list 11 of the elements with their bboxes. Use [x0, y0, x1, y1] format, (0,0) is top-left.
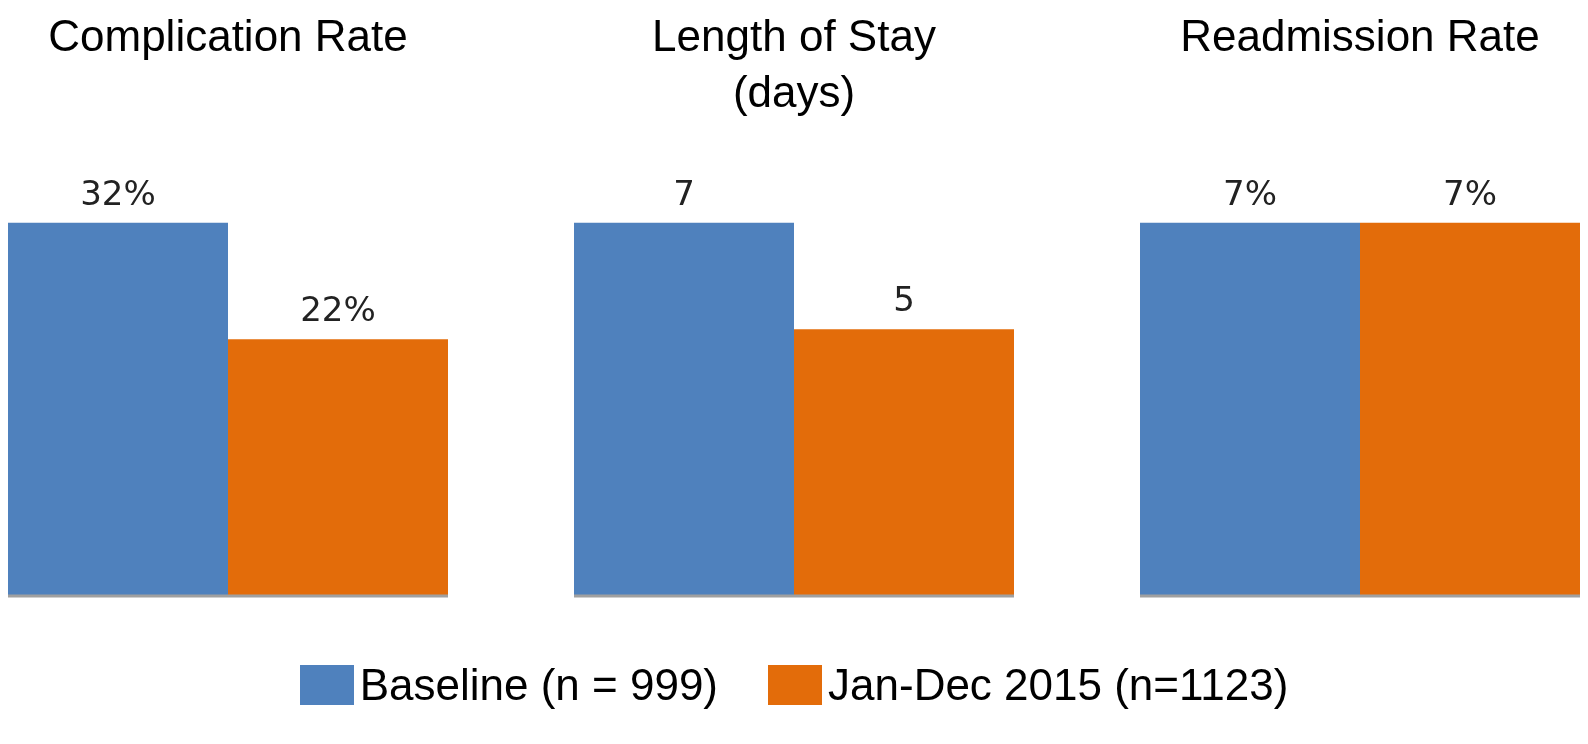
data-label: 22%	[300, 289, 376, 330]
legend-label: Jan-Dec 2015 (n=1123)	[828, 660, 1289, 710]
data-label: 7	[673, 172, 695, 213]
chart-title: Length of Stay (days)	[651, 10, 937, 118]
data-label: 7%	[1223, 172, 1277, 213]
chart-title: Readmission Rate	[1179, 10, 1541, 62]
data-label: 5	[893, 279, 915, 320]
legend-label: Baseline (n = 999)	[359, 660, 719, 710]
data-label: 32%	[80, 172, 156, 213]
data-label: 7%	[1443, 172, 1497, 213]
chart-title: Complication Rate	[47, 10, 409, 62]
